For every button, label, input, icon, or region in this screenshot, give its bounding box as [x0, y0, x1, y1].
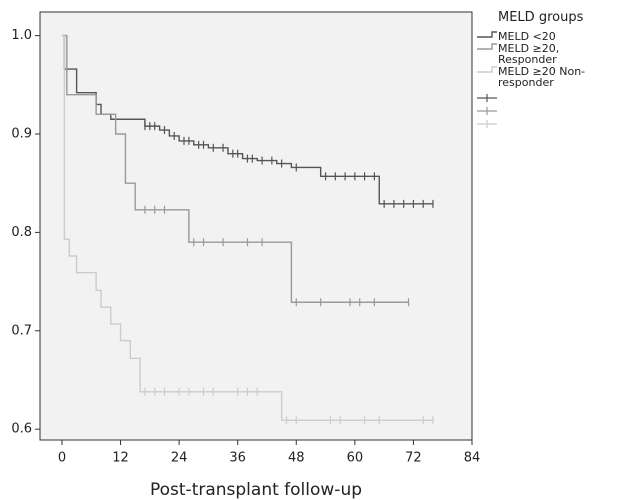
legend-label: MELD <20 — [498, 30, 556, 43]
y-tick-label: 0.7 — [11, 323, 32, 338]
y-tick-label: 0.8 — [11, 225, 32, 240]
x-tick-label: 36 — [229, 451, 246, 466]
x-tick-label: 24 — [171, 451, 188, 466]
legend-item: MELD ≥20, Responder — [476, 43, 603, 65]
survival-curve — [61, 34, 433, 422]
x-tick-label: 48 — [288, 451, 305, 466]
survival-curve — [61, 34, 433, 205]
legend-swatch — [477, 43, 497, 50]
legend-line — [477, 66, 497, 73]
legend-title: MELD groups — [498, 10, 584, 25]
x-tick-label: 12 — [112, 451, 129, 466]
y-tick-label: 1.0 — [11, 28, 32, 43]
plot-background — [39, 11, 473, 441]
legend-item: MELD <20 — [476, 31, 603, 42]
legend-swatch — [477, 66, 497, 73]
legend-label: MELD ≥20, Responder — [498, 42, 560, 66]
legend-line — [477, 31, 497, 38]
legend-line — [477, 43, 497, 50]
x-tick-label: 84 — [464, 451, 481, 466]
y-tick-label: 0.6 — [11, 422, 32, 437]
x-tick-label: 72 — [405, 451, 422, 466]
legend: MELD groups MELD <20 MELD ≥20, Responder M… — [476, 10, 626, 89]
survival-curve — [61, 34, 409, 303]
x-tick-label: 0 — [58, 451, 66, 466]
y-tick-label: 0.9 — [11, 127, 32, 142]
legend-item: MELD ≥20 Non-responder — [476, 66, 603, 88]
legend-swatch — [477, 31, 497, 38]
legend-label: MELD ≥20 Non-responder — [498, 65, 586, 89]
x-axis-label: Post-transplant follow-up — [150, 480, 362, 500]
x-tick-label: 60 — [347, 451, 364, 466]
